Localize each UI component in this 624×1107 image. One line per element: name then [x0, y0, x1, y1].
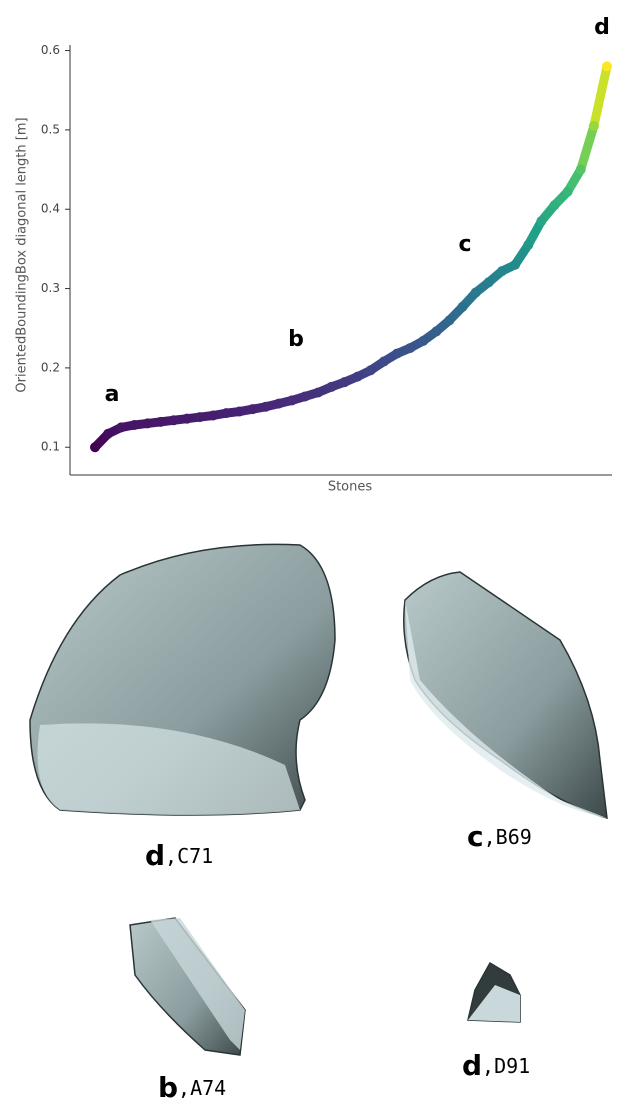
- y-tick-label: 0.3: [41, 281, 60, 295]
- annotation: b: [288, 327, 304, 352]
- connector: [594, 66, 607, 126]
- point: [234, 407, 244, 417]
- annotation: c: [458, 232, 471, 257]
- stone-b69: [404, 572, 607, 818]
- caption: b,A74: [158, 1071, 226, 1104]
- y-tick-label: 0.5: [41, 122, 60, 136]
- point: [339, 377, 349, 387]
- point: [129, 420, 139, 430]
- caption-letter: c: [467, 820, 484, 853]
- point: [418, 336, 428, 346]
- caption-letter: d: [145, 839, 165, 872]
- stone-a74: [130, 918, 245, 1055]
- point: [510, 260, 520, 270]
- point: [563, 187, 573, 197]
- point: [156, 417, 166, 427]
- point: [195, 412, 205, 422]
- y-tick-label: 0.4: [41, 202, 60, 216]
- point: [549, 200, 559, 210]
- caption: d,D91: [462, 1049, 530, 1082]
- point: [523, 240, 533, 250]
- point: [116, 422, 126, 432]
- point: [366, 365, 376, 375]
- point: [90, 442, 100, 452]
- point: [589, 121, 599, 131]
- point: [287, 395, 297, 405]
- point: [221, 408, 231, 418]
- point: [458, 302, 468, 312]
- point: [261, 402, 271, 412]
- point: [431, 326, 441, 336]
- y-tick-label: 0.6: [41, 43, 60, 57]
- point: [405, 343, 415, 353]
- stone-c71: [30, 544, 335, 815]
- annotation: d: [594, 15, 610, 40]
- y-tick-label: 0.2: [41, 360, 60, 374]
- caption-code: ,A74: [178, 1076, 226, 1100]
- point: [326, 382, 336, 392]
- point: [248, 404, 258, 414]
- connector: [581, 126, 594, 170]
- point: [497, 266, 507, 276]
- point: [274, 399, 284, 409]
- point: [471, 288, 481, 298]
- point: [392, 349, 402, 359]
- point: [169, 415, 179, 425]
- caption-letter: d: [462, 1049, 482, 1082]
- x-axis-label: Stones: [328, 480, 373, 495]
- y-axis-label: OrientedBoundingBox diagonal length [m]: [15, 117, 30, 392]
- point: [602, 61, 612, 71]
- point: [103, 429, 113, 439]
- point: [313, 387, 323, 397]
- y-tick-label: 0.1: [41, 440, 60, 454]
- point: [208, 410, 218, 420]
- point: [143, 418, 153, 428]
- caption-code: ,C71: [165, 844, 213, 868]
- point: [576, 165, 586, 175]
- point: [300, 391, 310, 401]
- point: [182, 414, 192, 424]
- point: [484, 277, 494, 287]
- point: [353, 372, 363, 382]
- point: [379, 357, 389, 367]
- figure: OrientedBoundingBox diagonal length [m] …: [0, 0, 624, 1107]
- point: [536, 216, 546, 226]
- caption-code: ,B69: [484, 825, 532, 849]
- annotation: a: [105, 382, 120, 407]
- caption-code: ,D91: [482, 1054, 530, 1078]
- stone-d91: [468, 963, 520, 1022]
- caption-letter: b: [158, 1071, 178, 1104]
- caption: c,B69: [467, 820, 532, 853]
- point: [444, 315, 454, 325]
- caption: d,C71: [145, 839, 213, 872]
